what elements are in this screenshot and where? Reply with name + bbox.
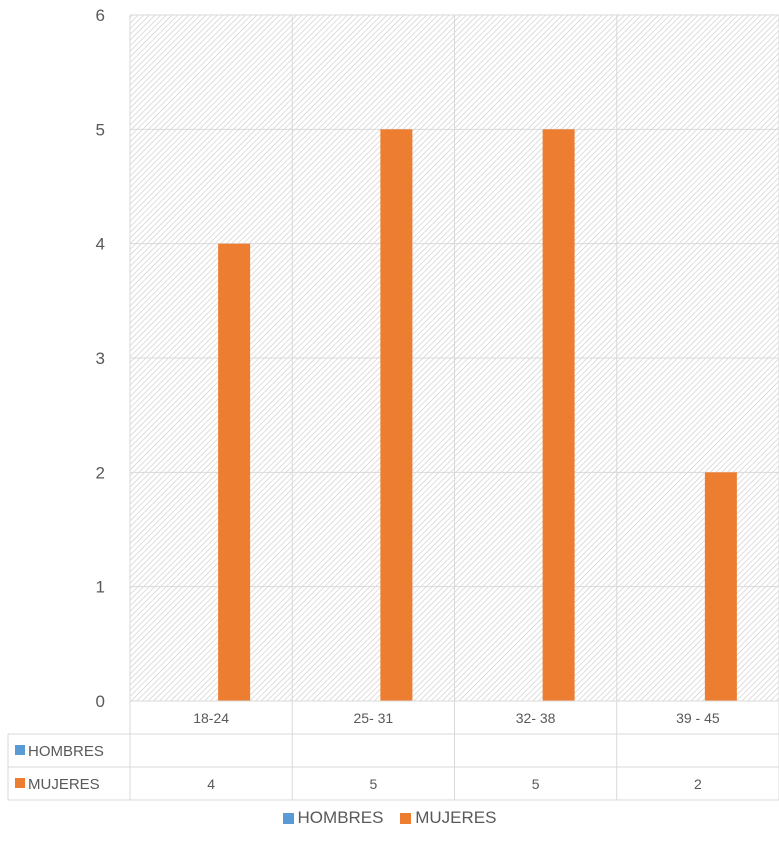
category-label: 32- 38 [516, 710, 556, 726]
y-tick-label: 5 [96, 120, 105, 139]
table-cell-value: 5 [532, 776, 540, 792]
category-label: 25- 31 [354, 710, 394, 726]
table-key-mujeres [15, 778, 25, 788]
y-tick-label: 6 [96, 6, 105, 25]
table-cell-value: 4 [207, 776, 215, 792]
category-label: 18-24 [193, 710, 229, 726]
table-row-label: HOMBRES [28, 743, 104, 760]
y-tick-label: 0 [96, 692, 105, 711]
bar-mujeres [705, 472, 737, 701]
y-axis-ticks: 0 1 2 3 4 5 6 [96, 6, 105, 711]
bar-mujeres [380, 129, 412, 701]
legend: HOMBRES MUJERES [0, 808, 779, 829]
table-row-label: MUJERES [28, 776, 100, 793]
legend-swatch-hombres [283, 813, 294, 824]
legend-label-hombres: HOMBRES [298, 808, 384, 828]
legend-item-mujeres: MUJERES [400, 808, 496, 828]
legend-label-mujeres: MUJERES [415, 808, 496, 828]
table-cell-value: 5 [369, 776, 377, 792]
y-tick-label: 4 [96, 235, 105, 254]
y-tick-label: 2 [96, 463, 105, 482]
legend-swatch-mujeres [400, 813, 411, 824]
legend-item-hombres: HOMBRES [283, 808, 384, 828]
table-cell-value: 2 [694, 776, 702, 792]
bar-mujeres [218, 244, 250, 701]
y-tick-label: 1 [96, 578, 105, 597]
data-table: 18-24 25- 31 32- 38 39 - 45 HOMBRES MUJERES 4 5… [8, 701, 779, 800]
category-label: 39 - 45 [676, 710, 720, 726]
y-tick-label: 3 [96, 349, 105, 368]
bar-mujeres [543, 129, 575, 701]
table-key-hombres [15, 745, 25, 755]
